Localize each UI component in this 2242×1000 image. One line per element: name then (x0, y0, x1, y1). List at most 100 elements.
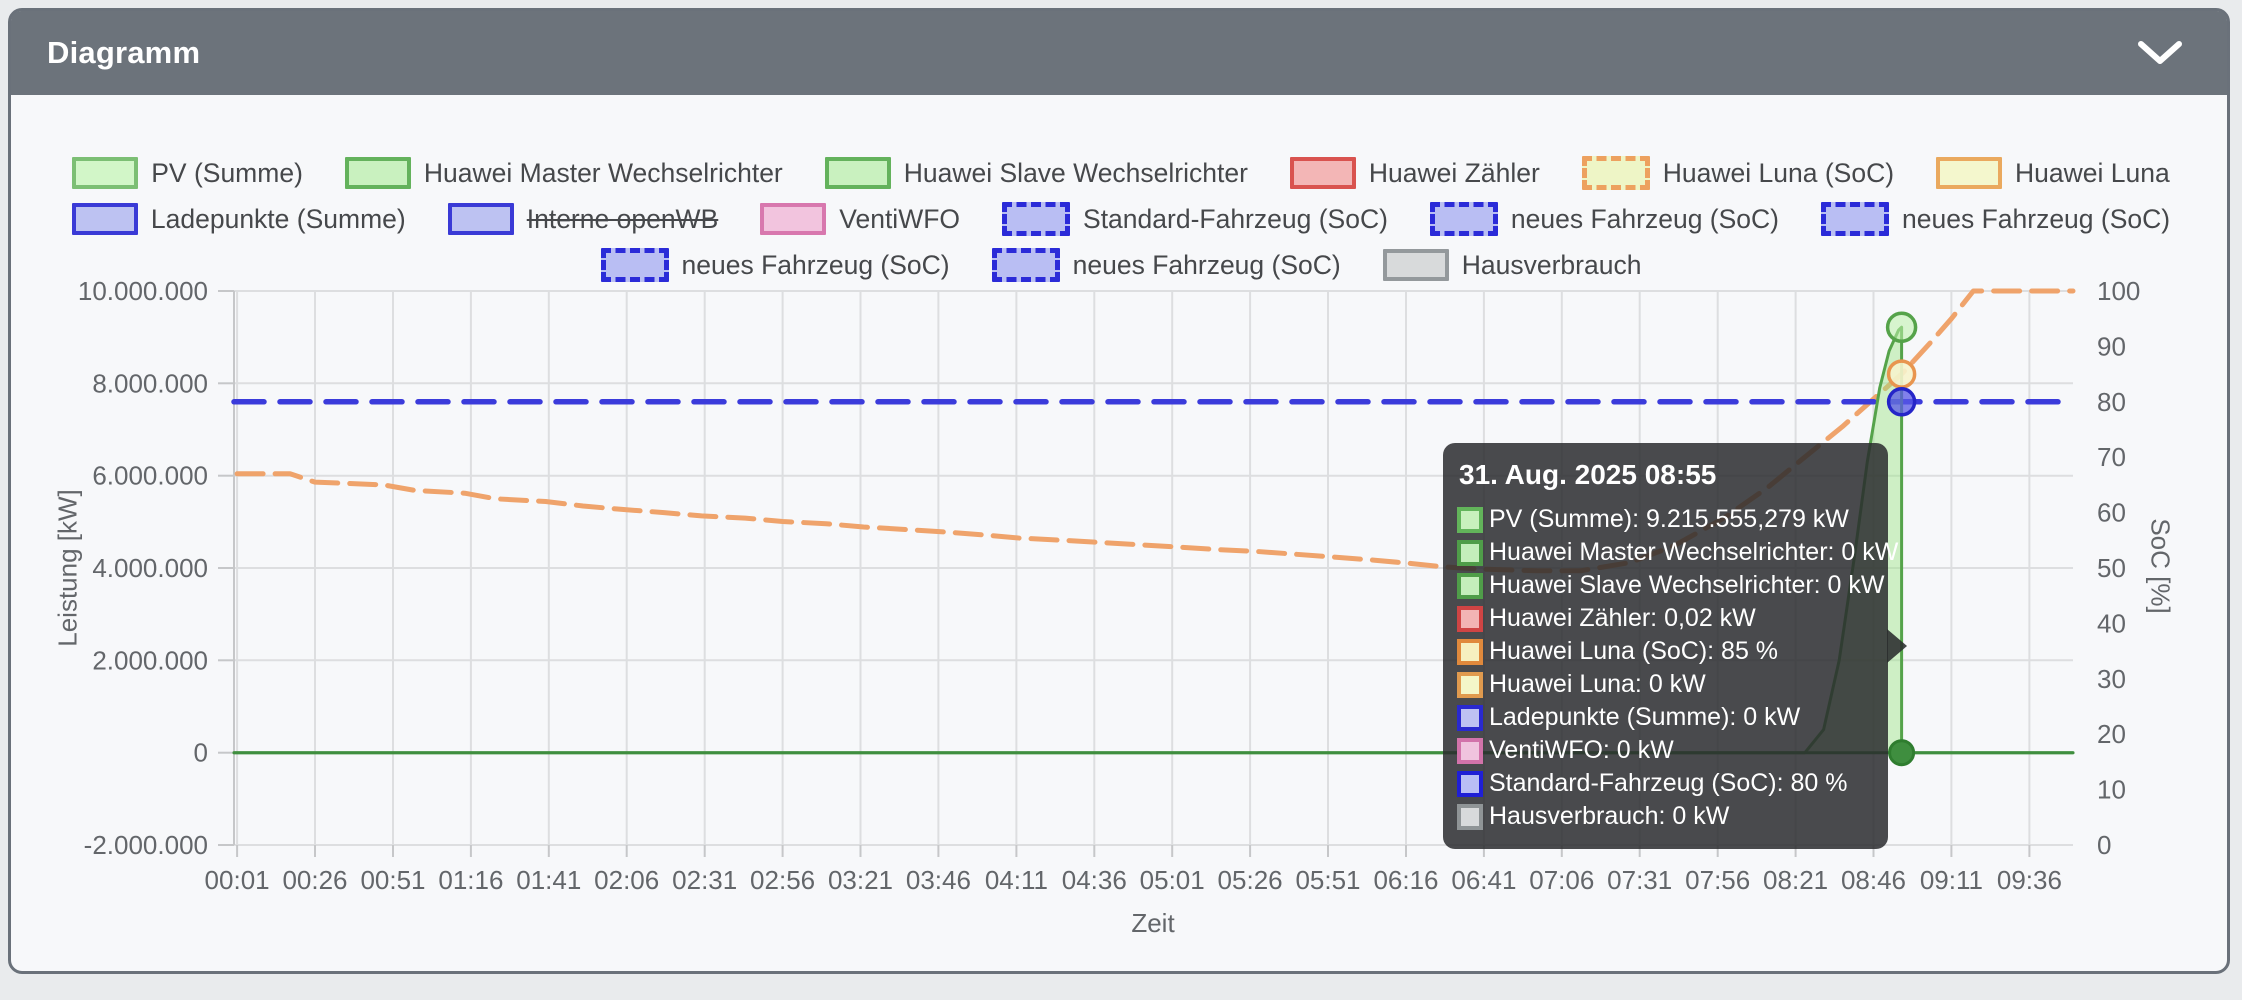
tooltip-row: Huawei Master Wechselrichter: 0 kW (1457, 536, 1898, 569)
svg-text:0: 0 (194, 738, 208, 768)
svg-text:08:46: 08:46 (1841, 865, 1906, 895)
svg-text:01:41: 01:41 (516, 865, 581, 895)
legend-swatch (1936, 157, 2003, 189)
legend-item[interactable]: Standard-Fahrzeug (SoC) (1002, 202, 1388, 236)
svg-text:05:01: 05:01 (1140, 865, 1205, 895)
svg-text:03:46: 03:46 (906, 865, 971, 895)
legend-item[interactable]: Huawei Zähler (1289, 157, 1540, 189)
tooltip-swatch (1457, 539, 1483, 566)
legend-label: neues Fahrzeug (SoC) (1510, 203, 1780, 234)
legend-label: neues Fahrzeug (SoC) (1072, 249, 1341, 280)
legend-swatch (760, 203, 827, 235)
legend-label: Standard-Fahrzeug (SoC) (1083, 203, 1388, 234)
svg-text:07:56: 07:56 (1685, 865, 1750, 895)
legend-row: Ladepunkte (Summe) Interne openWB VentiWFO… (51, 196, 2191, 242)
legend-item[interactable]: Huawei Luna (SoC) (1581, 156, 1894, 190)
legend-item[interactable]: neues Fahrzeug (SoC) (1821, 202, 2170, 236)
legend-label: VentiWFO (839, 203, 961, 234)
legend-item[interactable]: neues Fahrzeug (SoC) (1429, 202, 1780, 236)
svg-text:02:06: 02:06 (594, 865, 659, 895)
legend-item[interactable]: Ladepunkte (Summe) (71, 203, 406, 235)
legend-item[interactable]: Huawei Master Wechselrichter (344, 157, 783, 189)
y-axis-title-right: SoC [%] (2145, 518, 2176, 614)
svg-text:09:11: 09:11 (1920, 865, 1983, 895)
svg-text:6.000.000: 6.000.000 (92, 461, 208, 491)
svg-text:05:26: 05:26 (1218, 865, 1283, 895)
legend-label: Interne openWB (526, 203, 719, 234)
tooltip-text: Standard-Fahrzeug (SoC): 80 % (1489, 769, 1848, 797)
legend-label: Ladepunkte (Summe) (150, 203, 406, 234)
svg-text:05:51: 05:51 (1295, 865, 1360, 895)
legend-item[interactable]: Hausverbrauch (1382, 249, 1642, 281)
tooltip-swatch (1457, 803, 1483, 830)
svg-text:03:21: 03:21 (828, 865, 893, 895)
legend-swatch (1429, 202, 1498, 236)
svg-text:02:56: 02:56 (750, 865, 815, 895)
legend-row: PV (Summe) Huawei Master Wechselrichter Hu… (51, 150, 2191, 196)
tooltip-swatch (1457, 572, 1483, 599)
legend-swatch (72, 157, 139, 189)
svg-text:00:26: 00:26 (282, 865, 347, 895)
tooltip-text: VentiWFO: 0 kW (1489, 736, 1674, 764)
svg-text:02:31: 02:31 (672, 865, 737, 895)
svg-text:20: 20 (2097, 719, 2126, 749)
svg-text:00:51: 00:51 (360, 865, 425, 895)
legend-item[interactable]: Interne openWB (447, 203, 719, 235)
legend-swatch (600, 248, 669, 282)
svg-text:-2.000.000: -2.000.000 (84, 830, 208, 860)
svg-text:2.000.000: 2.000.000 (92, 645, 208, 675)
svg-text:04:36: 04:36 (1062, 865, 1127, 895)
tooltip-swatch (1457, 506, 1483, 533)
svg-text:60: 60 (2097, 498, 2126, 528)
legend-label: Huawei Luna (2015, 157, 2170, 188)
legend-swatch (824, 157, 891, 189)
legend-label: Hausverbrauch (1461, 249, 1642, 280)
svg-text:06:16: 06:16 (1373, 865, 1438, 895)
svg-text:01:16: 01:16 (438, 865, 503, 895)
page-title: Diagramm (47, 35, 201, 70)
legend-swatch (344, 157, 411, 189)
legend-swatch (1289, 157, 1356, 189)
legend-item[interactable]: Huawei Luna (1936, 157, 2170, 189)
svg-text:70: 70 (2097, 442, 2126, 472)
svg-text:07:31: 07:31 (1607, 865, 1672, 895)
svg-text:50: 50 (2097, 553, 2126, 583)
legend-item[interactable]: PV (Summe) (72, 157, 303, 189)
svg-text:06:41: 06:41 (1451, 865, 1516, 895)
legend-item[interactable]: neues Fahrzeug (SoC) (600, 248, 950, 282)
svg-text:04:11: 04:11 (985, 865, 1048, 895)
chart-tooltip: 31. Aug. 2025 08:55 PV (Summe): 9.215.55… (1443, 443, 1907, 849)
legend-item[interactable]: neues Fahrzeug (SoC) (991, 248, 1341, 282)
legend-label: Huawei Slave Wechselrichter (903, 157, 1248, 188)
legend-swatch (991, 248, 1060, 282)
legend-swatch (71, 203, 138, 235)
tooltip-text: Huawei Luna: 0 kW (1489, 670, 1706, 698)
tooltip-text: Huawei Master Wechselrichter: 0 kW (1489, 538, 1899, 566)
svg-text:4.000.000: 4.000.000 (92, 553, 208, 583)
svg-text:10: 10 (2097, 775, 2126, 805)
legend-swatch (1002, 202, 1071, 236)
tooltip-text: Huawei Slave Wechselrichter: 0 kW (1489, 571, 1885, 599)
tooltip-swatch (1457, 605, 1483, 632)
tooltip-caret (1887, 629, 1907, 663)
tooltip-swatch (1457, 770, 1483, 797)
svg-text:80: 80 (2097, 387, 2126, 417)
legend-swatch (1821, 202, 1890, 236)
svg-text:08:21: 08:21 (1763, 865, 1828, 895)
legend-item[interactable]: Huawei Slave Wechselrichter (824, 157, 1248, 189)
tooltip-swatch (1457, 638, 1483, 665)
tooltip-text: Huawei Luna (SoC): 85 % (1489, 637, 1779, 665)
svg-text:10.000.000: 10.000.000 (78, 276, 208, 306)
chevron-down-icon (2138, 41, 2182, 64)
chart-legend: PV (Summe) Huawei Master Wechselrichter Hu… (0, 150, 2242, 288)
svg-text:8.000.000: 8.000.000 (92, 368, 208, 398)
legend-swatch (1382, 249, 1449, 281)
tooltip-text: Huawei Zähler: 0,02 kW (1489, 604, 1756, 632)
legend-label: Huawei Master Wechselrichter (423, 157, 783, 188)
tooltip-row: PV (Summe): 9.215.555,279 kW (1457, 503, 1878, 536)
diagram-card-header[interactable]: Diagramm (11, 11, 2227, 95)
svg-text:07:06: 07:06 (1529, 865, 1594, 895)
legend-item[interactable]: VentiWFO (760, 203, 960, 235)
